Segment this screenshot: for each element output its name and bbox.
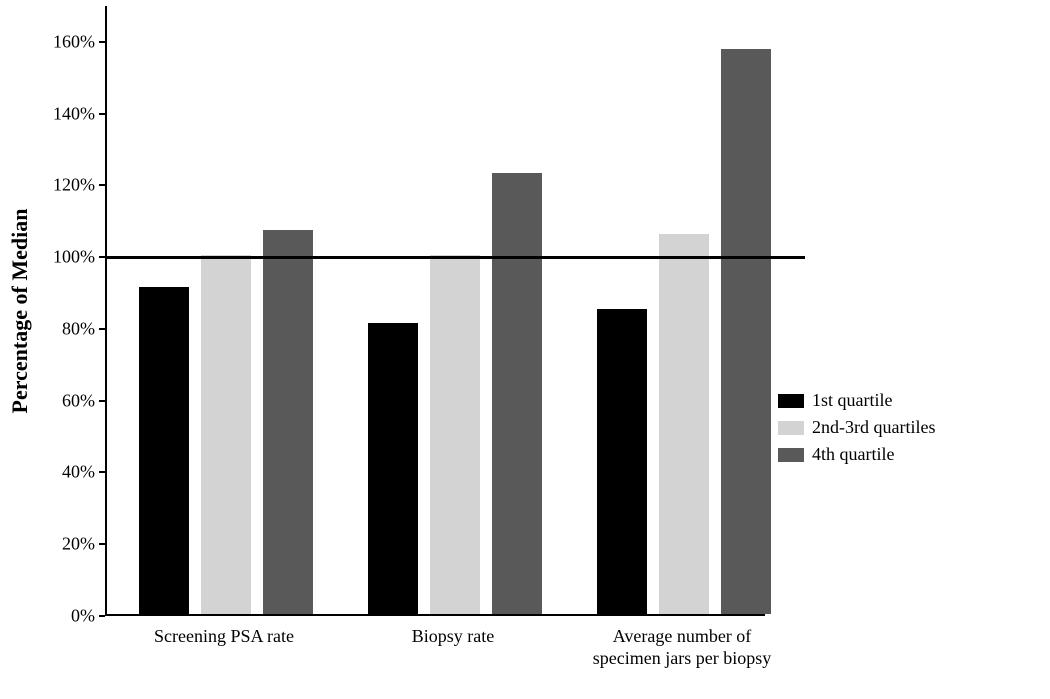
x-tick-label: Average number of specimen jars per biop… <box>577 626 787 669</box>
y-tick <box>99 471 105 473</box>
y-tick <box>99 400 105 402</box>
bar <box>659 234 709 614</box>
bar <box>597 309 647 614</box>
legend-label: 4th quartile <box>812 444 894 465</box>
y-tick-label: 60% <box>43 390 95 411</box>
bar <box>201 255 251 614</box>
legend-label: 1st quartile <box>812 390 892 411</box>
y-tick <box>99 615 105 617</box>
bar <box>139 287 189 614</box>
y-tick <box>99 543 105 545</box>
y-tick <box>99 328 105 330</box>
y-tick-label: 160% <box>43 31 95 52</box>
bar <box>721 49 771 614</box>
y-axis-label: Percentage of Median <box>7 209 33 414</box>
y-tick <box>99 113 105 115</box>
bar <box>368 323 418 614</box>
bar <box>430 255 480 614</box>
chart-stage: Percentage of Median 1st quartile 2nd-3rd… <box>0 0 1050 699</box>
y-tick <box>99 41 105 43</box>
y-tick-label: 140% <box>43 103 95 124</box>
plot-area <box>105 6 765 616</box>
x-tick-label: Screening PSA rate <box>119 626 329 648</box>
y-tick-label: 80% <box>43 318 95 339</box>
legend-label: 2nd-3rd quartiles <box>812 417 935 438</box>
y-tick-label: 120% <box>43 175 95 196</box>
reference-line-100 <box>105 256 805 259</box>
legend-swatch <box>778 448 804 462</box>
legend-item: 1st quartile <box>778 390 935 411</box>
legend-item: 4th quartile <box>778 444 935 465</box>
legend-swatch <box>778 394 804 408</box>
y-tick-label: 20% <box>43 534 95 555</box>
legend: 1st quartile 2nd-3rd quartiles 4th quartil… <box>778 390 935 471</box>
x-tick-label: Biopsy rate <box>348 626 558 648</box>
y-tick <box>99 184 105 186</box>
y-tick-label: 40% <box>43 462 95 483</box>
legend-item: 2nd-3rd quartiles <box>778 417 935 438</box>
y-tick-label: 100% <box>43 247 95 268</box>
y-tick-label: 0% <box>43 606 95 627</box>
bar <box>492 173 542 614</box>
legend-swatch <box>778 421 804 435</box>
bar <box>263 230 313 614</box>
